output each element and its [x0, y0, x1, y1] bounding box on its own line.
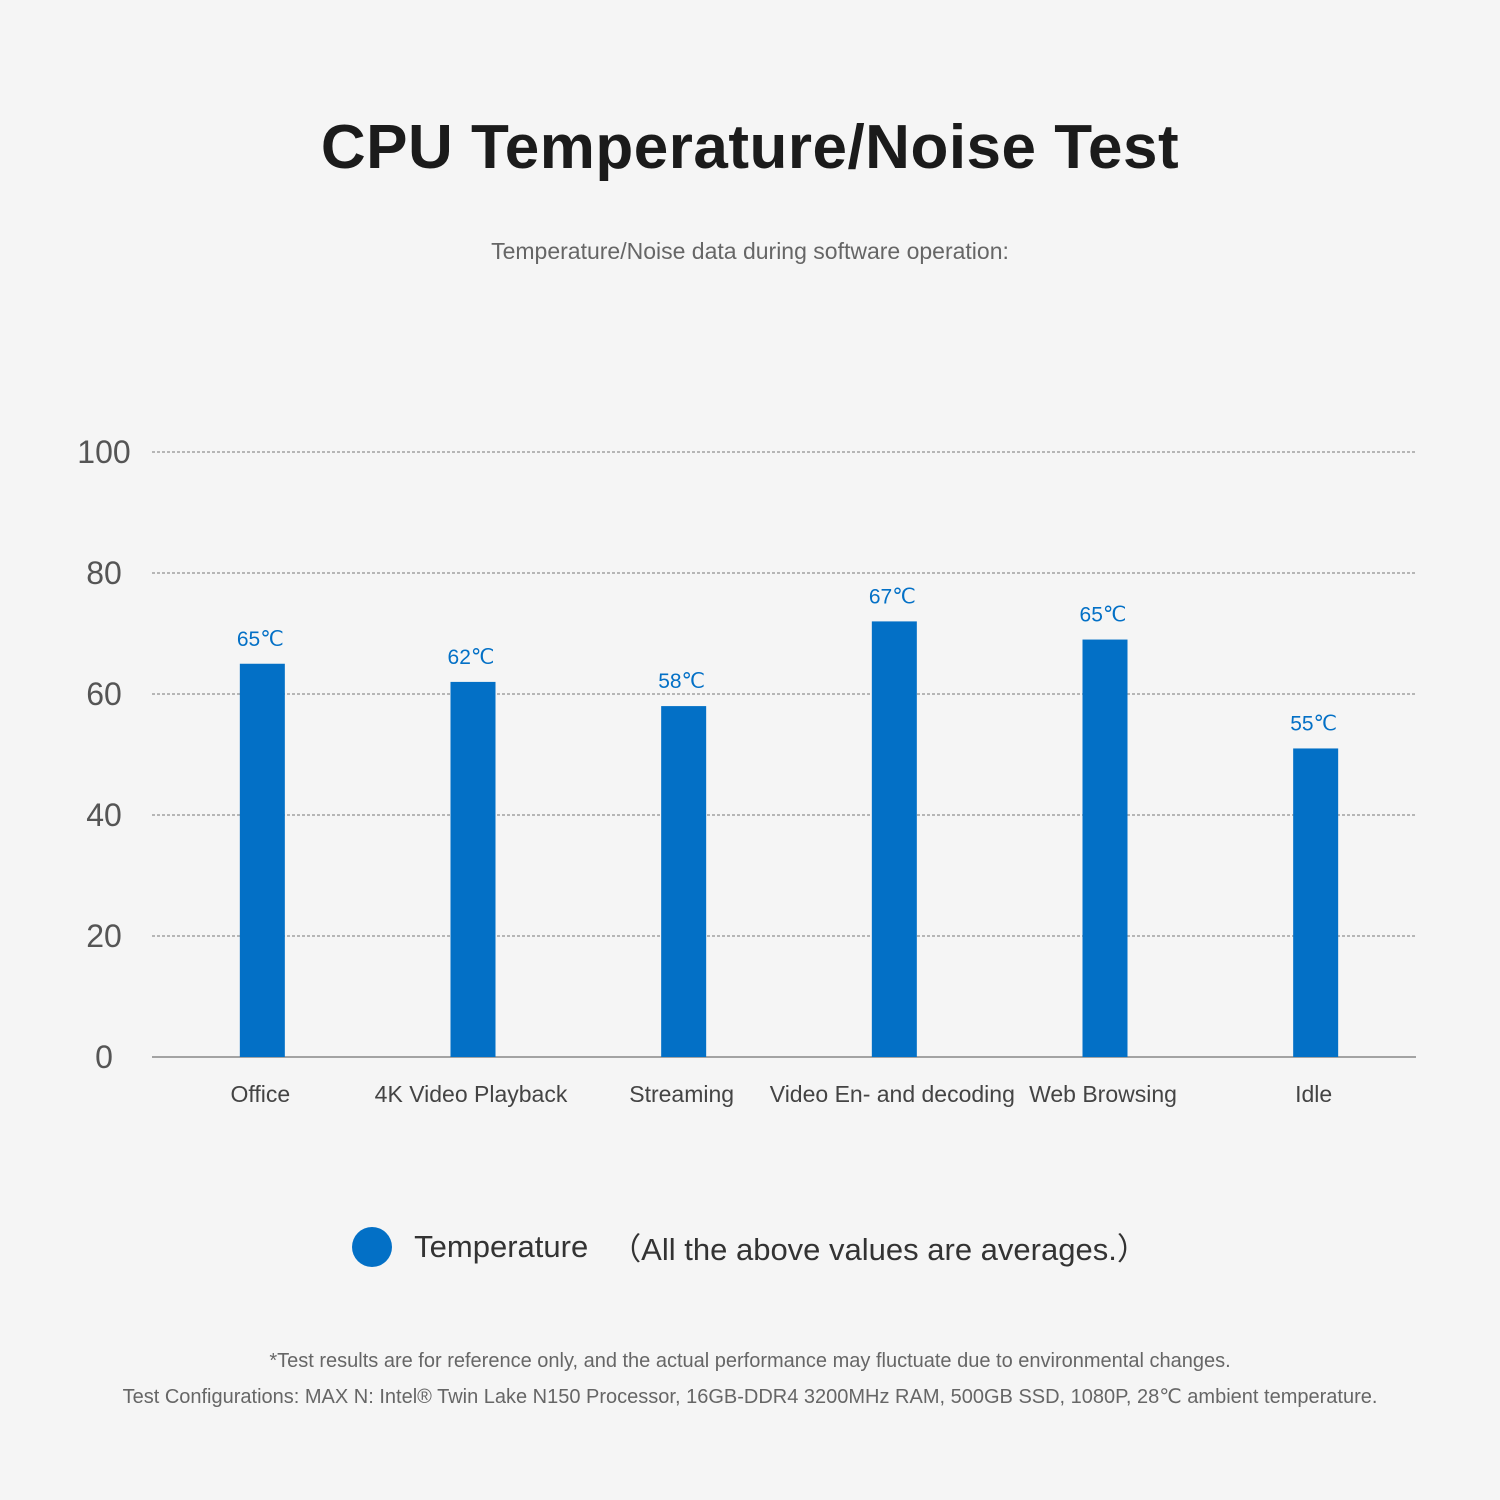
legend-swatch [352, 1226, 393, 1267]
y-tick-label: 0 [95, 1039, 113, 1075]
data-label: 58℃ [658, 670, 705, 693]
x-tick-label: Office [231, 1081, 291, 1107]
x-tick-label: Video En- and decoding [770, 1081, 1015, 1107]
x-tick-label: Idle [1295, 1081, 1332, 1107]
bar [661, 706, 707, 1057]
bar [450, 681, 496, 1057]
data-label: 65℃ [237, 628, 284, 651]
data-label: 65℃ [1080, 604, 1127, 627]
chart-subtitle: Temperature/Noise data during software o… [491, 238, 1009, 264]
legend: Temperature （All the above values are av… [0, 1224, 1500, 1269]
bar [1293, 748, 1339, 1057]
x-tick-label: Web Browsing [1029, 1081, 1177, 1107]
legend-note: （All the above values are averages.） [610, 1232, 1148, 1267]
y-tick-label: 100 [77, 434, 130, 470]
data-label: 62℃ [448, 646, 495, 669]
bar [239, 663, 285, 1057]
bar [871, 621, 917, 1057]
y-tick-label: 20 [86, 918, 122, 954]
footnote-test-config: Test Configurations: MAX N: Intel® Twin … [122, 1386, 1378, 1408]
bar-chart: 0 20 40 60 80 100 65℃ Office 62℃ 4K Video Playbac… [77, 434, 1416, 1107]
x-tick-label: 4K Video Playback [375, 1081, 568, 1107]
bar [1082, 639, 1128, 1057]
x-tick-label: Streaming [629, 1081, 734, 1107]
data-label: 67℃ [869, 585, 916, 608]
y-tick-label: 60 [86, 676, 122, 712]
y-tick-label: 40 [86, 797, 122, 833]
legend-label: Temperature [414, 1228, 589, 1264]
chart-title: CPU Temperature/Noise Test [320, 113, 1180, 182]
y-tick-label: 80 [86, 555, 122, 591]
footnote-disclaimer: *Test results are for reference only, an… [269, 1350, 1231, 1372]
data-label: 55℃ [1290, 712, 1337, 735]
